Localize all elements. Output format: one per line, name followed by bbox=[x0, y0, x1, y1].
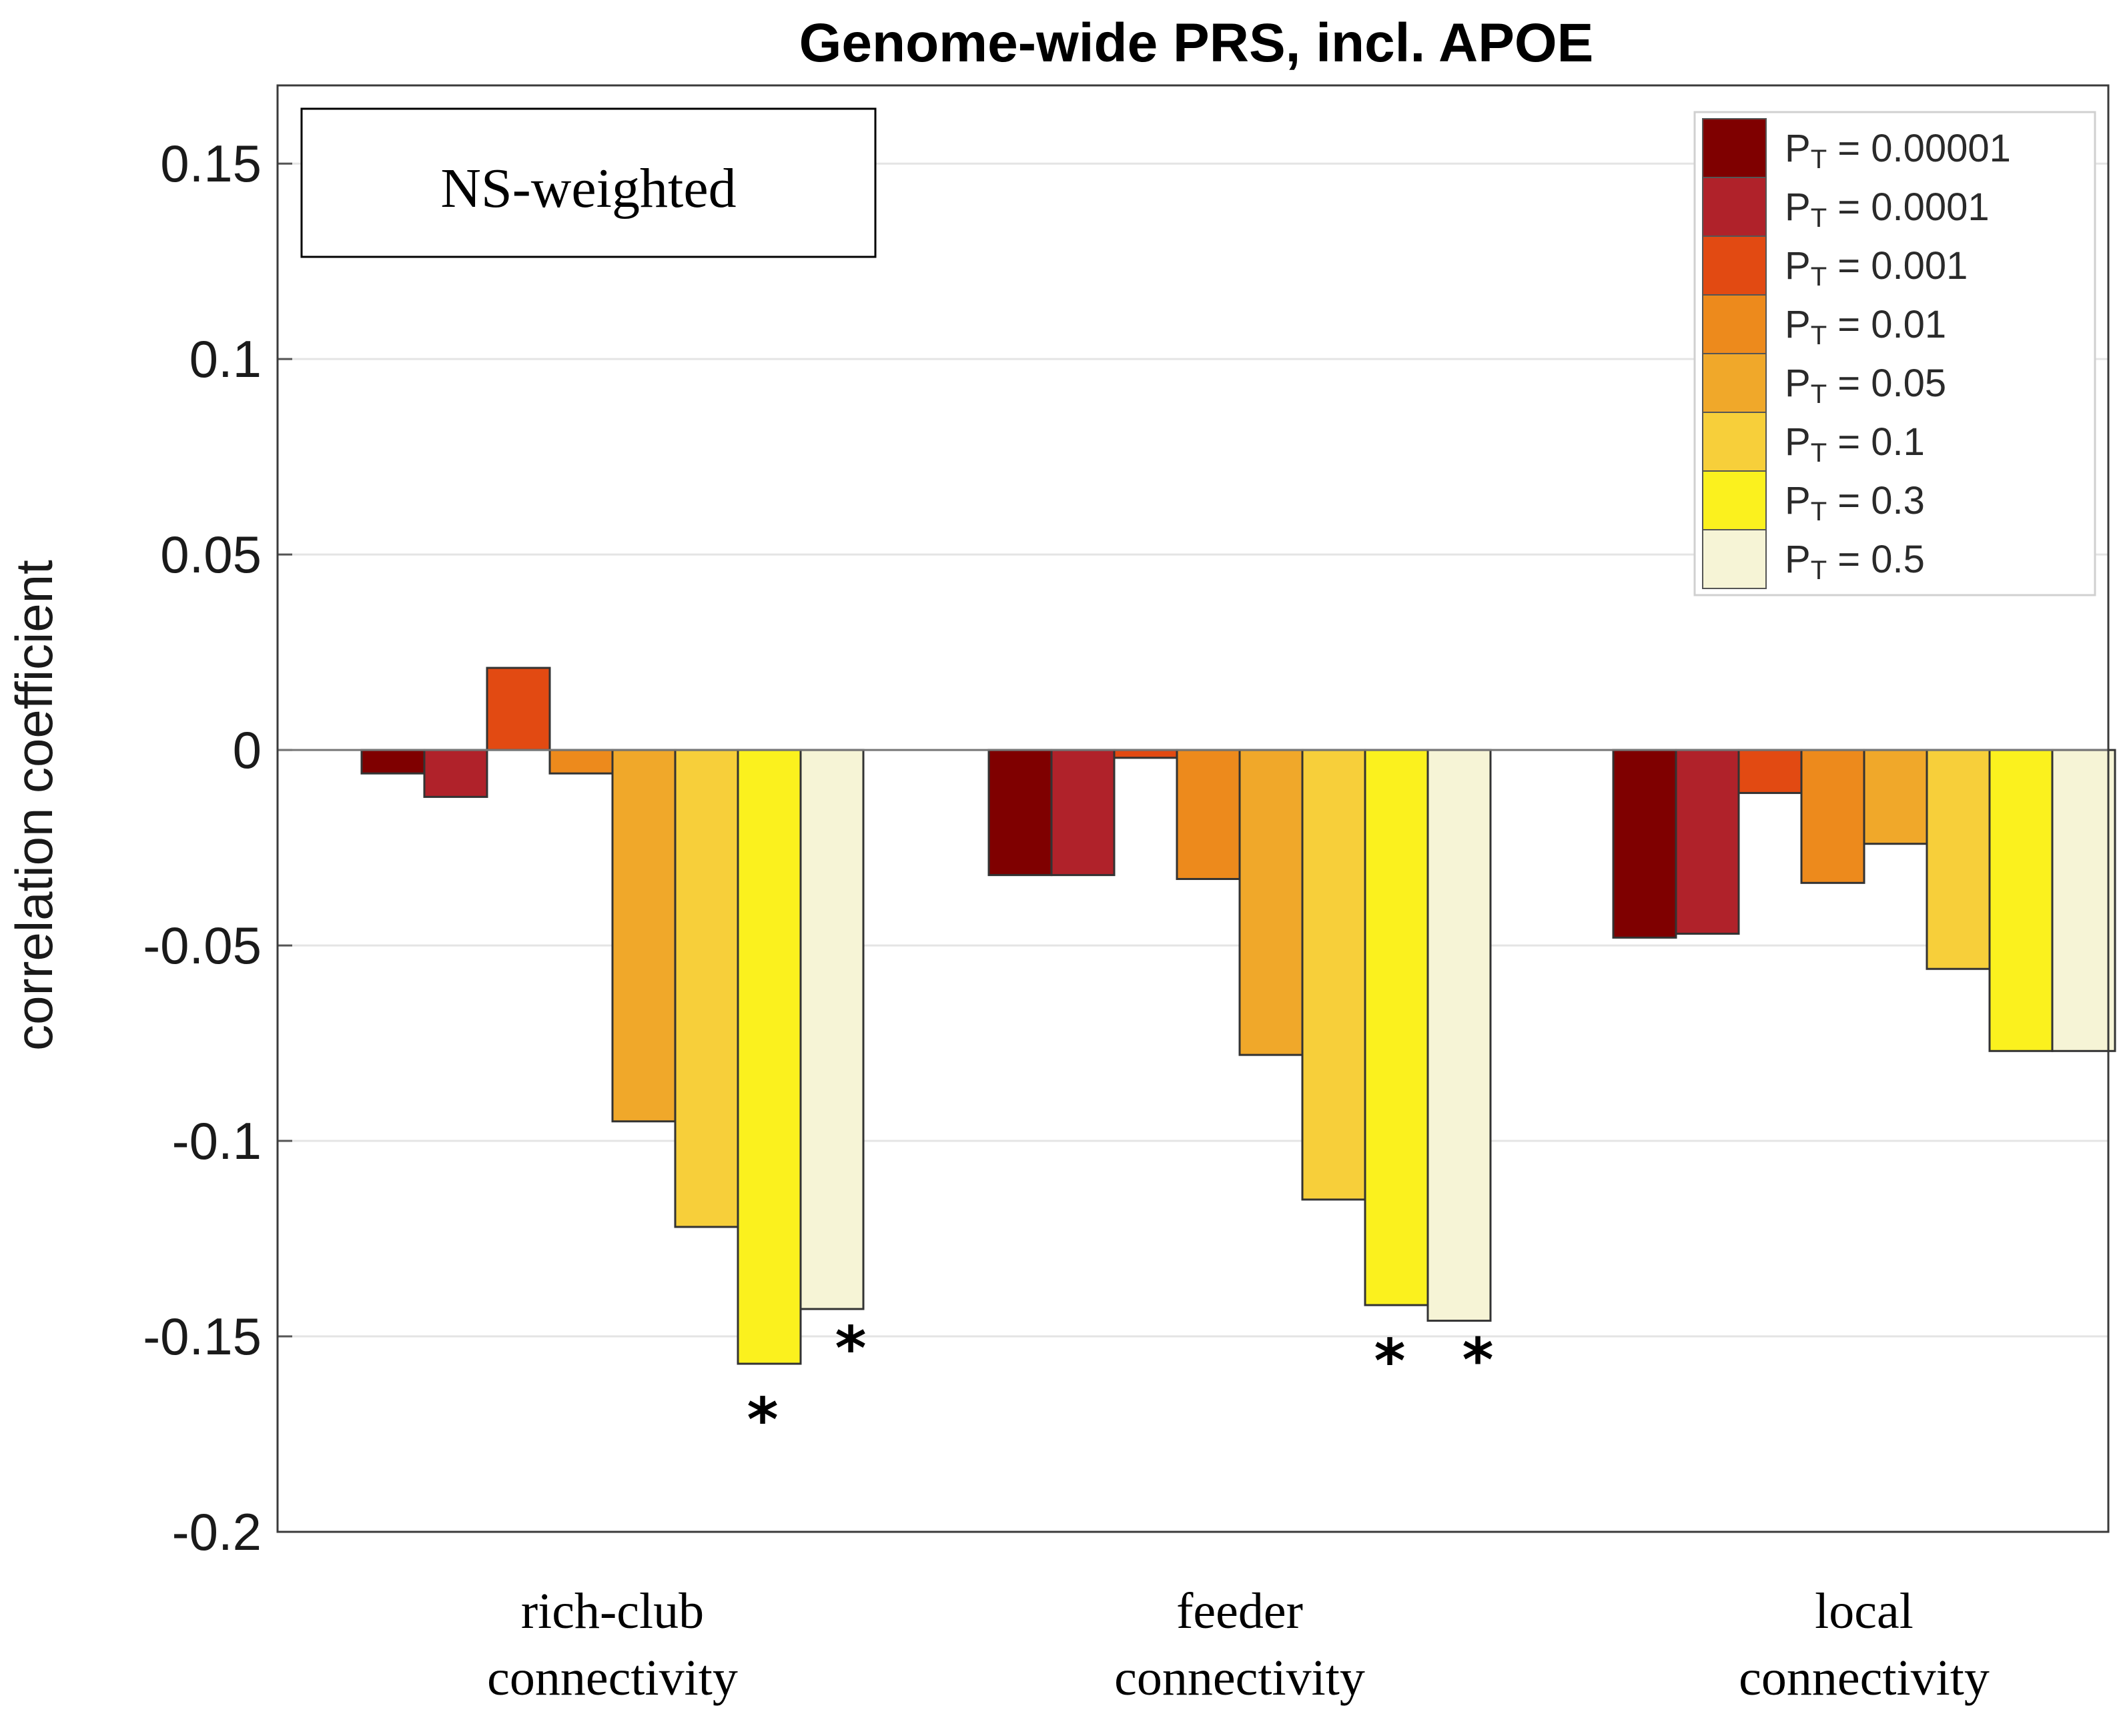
bar bbox=[1737, 749, 1803, 795]
annotation-text: NS-weighted bbox=[440, 157, 736, 220]
bar bbox=[486, 667, 551, 751]
bar bbox=[360, 749, 426, 775]
x-category-label-line: rich-club bbox=[521, 1583, 704, 1639]
legend-swatch bbox=[1702, 118, 1767, 178]
plot-frame bbox=[276, 84, 2110, 1533]
legend-label: PT = 0.5 bbox=[1785, 538, 1925, 585]
y-tick-label: 0.15 bbox=[160, 134, 262, 193]
bar bbox=[674, 749, 739, 1228]
x-category-label-line: local bbox=[1815, 1583, 1914, 1639]
significance-star: * bbox=[1374, 1326, 1405, 1396]
bars bbox=[360, 667, 2116, 1365]
x-category-label: rich-club connectivity bbox=[487, 1583, 738, 1706]
x-category-label-line: connectivity bbox=[1114, 1650, 1365, 1706]
y-tick-labels: 0.15 0.1 0.05 0 -0.05 -0.1 -0.15 -0.2 bbox=[143, 134, 262, 1561]
bar bbox=[1675, 749, 1740, 935]
legend-swatch bbox=[1702, 177, 1767, 237]
bar bbox=[737, 749, 802, 1365]
bar bbox=[1113, 749, 1178, 759]
bar bbox=[423, 749, 488, 798]
x-category-label-line: feeder bbox=[1176, 1583, 1303, 1639]
bar bbox=[548, 749, 614, 775]
legend-label: PT = 0.00001 bbox=[1785, 127, 2011, 174]
legend-label: PT = 0.3 bbox=[1785, 479, 1925, 526]
significance-star: * bbox=[1462, 1326, 1493, 1396]
legend-swatch bbox=[1702, 236, 1767, 296]
axes bbox=[276, 84, 2110, 1533]
x-category-label-line: connectivity bbox=[1739, 1650, 1990, 1706]
bar bbox=[1426, 749, 1492, 1322]
y-tick-label: -0.15 bbox=[143, 1307, 262, 1366]
y-tick-label: 0 bbox=[233, 721, 262, 779]
bar bbox=[1050, 749, 1116, 877]
bar bbox=[1176, 749, 1241, 880]
bar bbox=[1238, 749, 1304, 1056]
legend-label: PT = 0.1 bbox=[1785, 420, 1925, 468]
bar bbox=[1364, 749, 1429, 1306]
bar bbox=[1301, 749, 1366, 1201]
bar bbox=[1800, 749, 1865, 884]
legend-swatch bbox=[1702, 294, 1767, 354]
significance-star: * bbox=[835, 1314, 866, 1384]
legend: PT = 0.00001 PT = 0.0001 PT = 0.001 PT = 0.… bbox=[1693, 111, 2096, 596]
significance-star: * bbox=[747, 1385, 778, 1455]
bar bbox=[1863, 749, 1928, 845]
y-axis-label: correlation coefficient bbox=[5, 560, 63, 1051]
x-category-label-line: connectivity bbox=[487, 1650, 738, 1706]
significance-markers: * * * * bbox=[747, 1314, 1493, 1455]
legend-swatch bbox=[1702, 412, 1767, 472]
y-tick-label: 0.1 bbox=[189, 330, 262, 388]
bar bbox=[1926, 749, 1991, 970]
legend-swatch bbox=[1702, 470, 1767, 530]
y-tick-label: -0.2 bbox=[172, 1502, 262, 1561]
bar bbox=[1988, 749, 2054, 1052]
y-tick-label: -0.05 bbox=[143, 916, 262, 975]
legend-swatch bbox=[1702, 353, 1767, 413]
legend-label: PT = 0.0001 bbox=[1785, 185, 1990, 233]
legend-label: PT = 0.05 bbox=[1785, 362, 1946, 409]
bar bbox=[1612, 749, 1677, 939]
y-tick-label: -0.1 bbox=[172, 1112, 262, 1170]
annotation-box: NS-weighted bbox=[300, 107, 877, 258]
y-tick-label: 0.05 bbox=[160, 525, 262, 584]
bar bbox=[2051, 749, 2116, 1052]
legend-label: PT = 0.001 bbox=[1785, 244, 1968, 292]
legend-label: PT = 0.01 bbox=[1785, 303, 1946, 350]
x-category-label: local connectivity bbox=[1739, 1583, 1990, 1706]
bar bbox=[611, 749, 677, 1123]
annotation-frame bbox=[300, 107, 877, 258]
legend-swatch bbox=[1702, 529, 1767, 589]
chart-title: Genome-wide PRS, incl. APOE bbox=[799, 13, 1594, 73]
x-category-label: feeder connectivity bbox=[1114, 1583, 1365, 1706]
bar bbox=[987, 749, 1053, 877]
bar bbox=[799, 749, 865, 1310]
